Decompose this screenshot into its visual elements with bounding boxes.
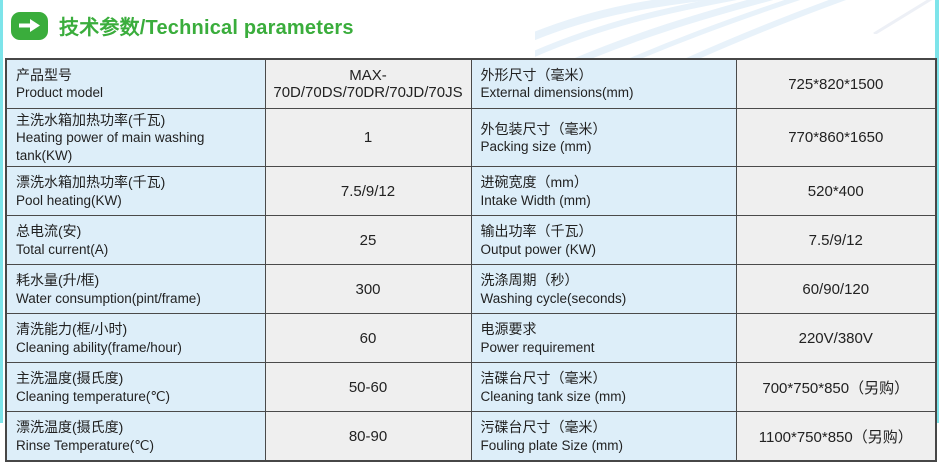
param-value-cell: 80-90 [264, 411, 472, 462]
param-label-zh: 耗水量(升/框) [16, 272, 100, 289]
param-label-cell: 耗水量(升/框) Water consumption(pint/frame) [5, 264, 266, 315]
table-row: 主洗温度(摄氏度) Cleaning temperature(℃) 50-60 … [5, 362, 937, 413]
param-label-cell: 漂洗温度(摄氏度) Rinse Temperature(℃) [5, 411, 266, 462]
arrow-right-icon [11, 11, 48, 40]
param-label-cell: 洗涤周期（秒） Washing cycle(seconds) [470, 264, 737, 315]
param-label-zh: 外形尺寸（毫米） [480, 67, 593, 84]
param-label-en: Power requirement [480, 339, 595, 355]
param-label-cell: 污碟台尺寸（毫米） Fouling plate Size (mm) [470, 411, 737, 462]
param-label-zh: 总电流(安) [16, 223, 82, 240]
param-value-cell: 220V/380V [735, 313, 937, 364]
param-label-zh: 洁碟台尺寸（毫米） [480, 370, 607, 387]
param-label-en: Cleaning tank size (mm) [480, 388, 627, 404]
page-title: 技术参数/Technical parameters [59, 17, 354, 39]
param-value-cell: 300 [264, 264, 472, 315]
table-row: 耗水量(升/框) Water consumption(pint/frame) 3… [5, 264, 937, 315]
table-row: 漂洗水箱加热功率(千瓦) Pool heating(KW) 7.5/9/12 进… [5, 166, 937, 217]
param-label-zh: 主洗温度(摄氏度) [16, 370, 124, 387]
param-label-zh: 进碗宽度（mm） [480, 174, 588, 191]
table-row: 主洗水箱加热功率(千瓦) Heating power of main washi… [5, 107, 937, 168]
table-row: 产品型号 Product model MAX-70D/70DS/70DR/70J… [5, 58, 937, 109]
param-label-cell: 总电流(安) Total current(A) [5, 215, 266, 266]
param-value-cell: 520*400 [735, 166, 937, 217]
param-value-cell: MAX-70D/70DS/70DR/70JD/70JS [264, 58, 472, 109]
param-value-cell: 60 [264, 313, 472, 364]
param-label-cell: 产品型号 Product model [5, 58, 266, 109]
param-label-zh: 污碟台尺寸（毫米） [480, 419, 607, 436]
param-value-cell: 1 [264, 107, 472, 168]
param-label-cell: 外形尺寸（毫米） External dimensions(mm) [470, 58, 737, 109]
param-label-en: Output power (KW) [480, 241, 597, 257]
param-value-cell: 60/90/120 [735, 264, 937, 315]
param-label-zh: 漂洗水箱加热功率(千瓦) [16, 174, 166, 191]
param-label-zh: 漂洗温度(摄氏度) [16, 419, 124, 436]
param-label-cell: 进碗宽度（mm） Intake Width (mm) [470, 166, 737, 217]
param-value-cell: 7.5/9/12 [264, 166, 472, 217]
decorative-waves [535, 0, 847, 58]
param-label-en: Cleaning temperature(℃) [16, 388, 170, 404]
param-label-zh: 外包装尺寸（毫米） [480, 120, 607, 137]
param-label-cell: 输出功率（千瓦） Output power (KW) [470, 215, 737, 266]
param-label-en: Pool heating(KW) [16, 192, 122, 208]
table-row: 清洗能力(框/小时) Cleaning ability(frame/hour) … [5, 313, 937, 364]
param-label-zh: 输出功率（千瓦） [480, 223, 593, 240]
table-row: 漂洗温度(摄氏度) Rinse Temperature(℃) 80-90 污碟台… [5, 411, 937, 462]
param-value-cell: 25 [264, 215, 472, 266]
param-label-zh: 产品型号 [16, 67, 72, 84]
param-label-cell: 电源要求 Power requirement [470, 313, 737, 364]
param-label-cell: 外包装尺寸（毫米） Packing size (mm) [470, 107, 737, 168]
param-label-en: External dimensions(mm) [480, 85, 634, 101]
param-value-cell: 770*860*1650 [735, 107, 937, 168]
param-label-en: Product model [16, 85, 104, 101]
param-value-cell: 1100*750*850（另购） [735, 411, 937, 462]
param-label-zh: 主洗水箱加热功率(千瓦) [16, 112, 166, 128]
param-label-cell: 漂洗水箱加热功率(千瓦) Pool heating(KW) [5, 166, 266, 217]
param-label-cell: 清洗能力(框/小时) Cleaning ability(frame/hour) [5, 313, 266, 364]
param-label-en: Water consumption(pint/frame) [16, 290, 201, 306]
param-label-en: Washing cycle(seconds) [480, 290, 627, 306]
table-row: 总电流(安) Total current(A) 25 输出功率（千瓦） Outp… [5, 215, 937, 266]
section-header: 技术参数/Technical parameters [11, 11, 354, 40]
param-label-cell: 主洗水箱加热功率(千瓦) Heating power of main washi… [5, 107, 266, 168]
right-edge-accent [935, 0, 939, 423]
param-label-en: Heating power of main washing tank(KW) [16, 130, 205, 163]
corner-diagonal-line [873, 0, 933, 34]
param-label-en: Total current(A) [16, 241, 109, 257]
param-label-en: Fouling plate Size (mm) [480, 437, 624, 453]
param-label-cell: 主洗温度(摄氏度) Cleaning temperature(℃) [5, 362, 266, 413]
param-value-cell: 50-60 [264, 362, 472, 413]
param-label-cell: 洁碟台尺寸（毫米） Cleaning tank size (mm) [470, 362, 737, 413]
param-label-en: Intake Width (mm) [480, 192, 591, 208]
parameters-table: 产品型号 Product model MAX-70D/70DS/70DR/70J… [5, 58, 937, 462]
param-label-en: Packing size (mm) [480, 138, 592, 154]
param-value-cell: 700*750*850（另购） [735, 362, 937, 413]
param-label-zh: 电源要求 [480, 321, 537, 338]
param-label-en: Cleaning ability(frame/hour) [16, 339, 182, 355]
param-label-en: Rinse Temperature(℃) [16, 437, 154, 453]
param-value-cell: 725*820*1500 [735, 58, 937, 109]
left-edge-accent [0, 0, 3, 423]
param-value-cell: 7.5/9/12 [735, 215, 937, 266]
param-label-zh: 清洗能力(框/小时) [16, 321, 128, 338]
param-label-zh: 洗涤周期（秒） [480, 272, 579, 289]
